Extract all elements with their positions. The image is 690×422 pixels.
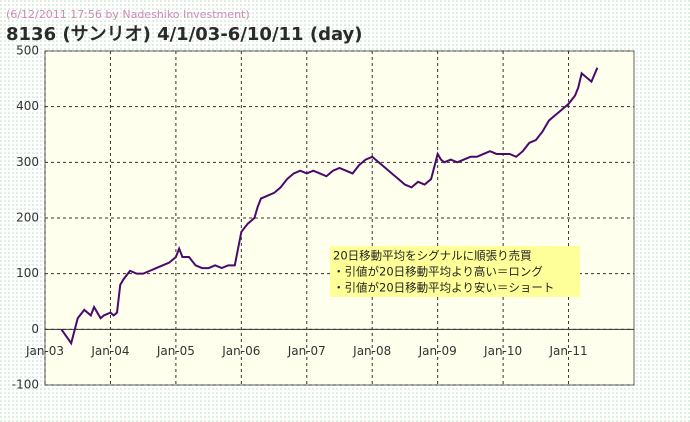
- y-tick-label: 300: [16, 155, 39, 169]
- y-tick-label: 400: [16, 99, 39, 113]
- x-tick-label: Jan-07: [287, 344, 326, 358]
- y-tick-label: 0: [31, 322, 39, 336]
- timestamp: (6/12/2011 17:56 by Nadeshiko Investment…: [6, 8, 250, 21]
- annotation: 20日移動平均をシグナルに順張り売買: [333, 249, 532, 263]
- y-tick-label: 500: [16, 44, 39, 58]
- x-tick-label: Jan-04: [90, 344, 129, 358]
- x-tick-label: Jan-09: [418, 344, 457, 358]
- annotation: ・引値が20日移動平均より安い＝ショート: [333, 281, 554, 295]
- y-tick-label: -100: [12, 378, 39, 392]
- annotation-box: [330, 246, 580, 297]
- annotation: ・引値が20日移動平均より高い＝ロング: [333, 265, 543, 279]
- y-tick-label: 100: [16, 266, 39, 280]
- x-tick-label: Jan-03: [25, 344, 64, 358]
- x-tick-label: Jan-06: [221, 344, 260, 358]
- y-tick-label: 200: [16, 211, 39, 225]
- chart-title: 8136 (サンリオ) 4/1/03-6/10/11 (day): [6, 24, 363, 45]
- x-tick-label: Jan-10: [483, 344, 522, 358]
- price-line: [60, 67, 599, 346]
- x-tick-label: Jan-11: [549, 344, 588, 358]
- x-tick-label: Jan-05: [156, 344, 195, 358]
- x-tick-label: Jan-08: [352, 344, 391, 358]
